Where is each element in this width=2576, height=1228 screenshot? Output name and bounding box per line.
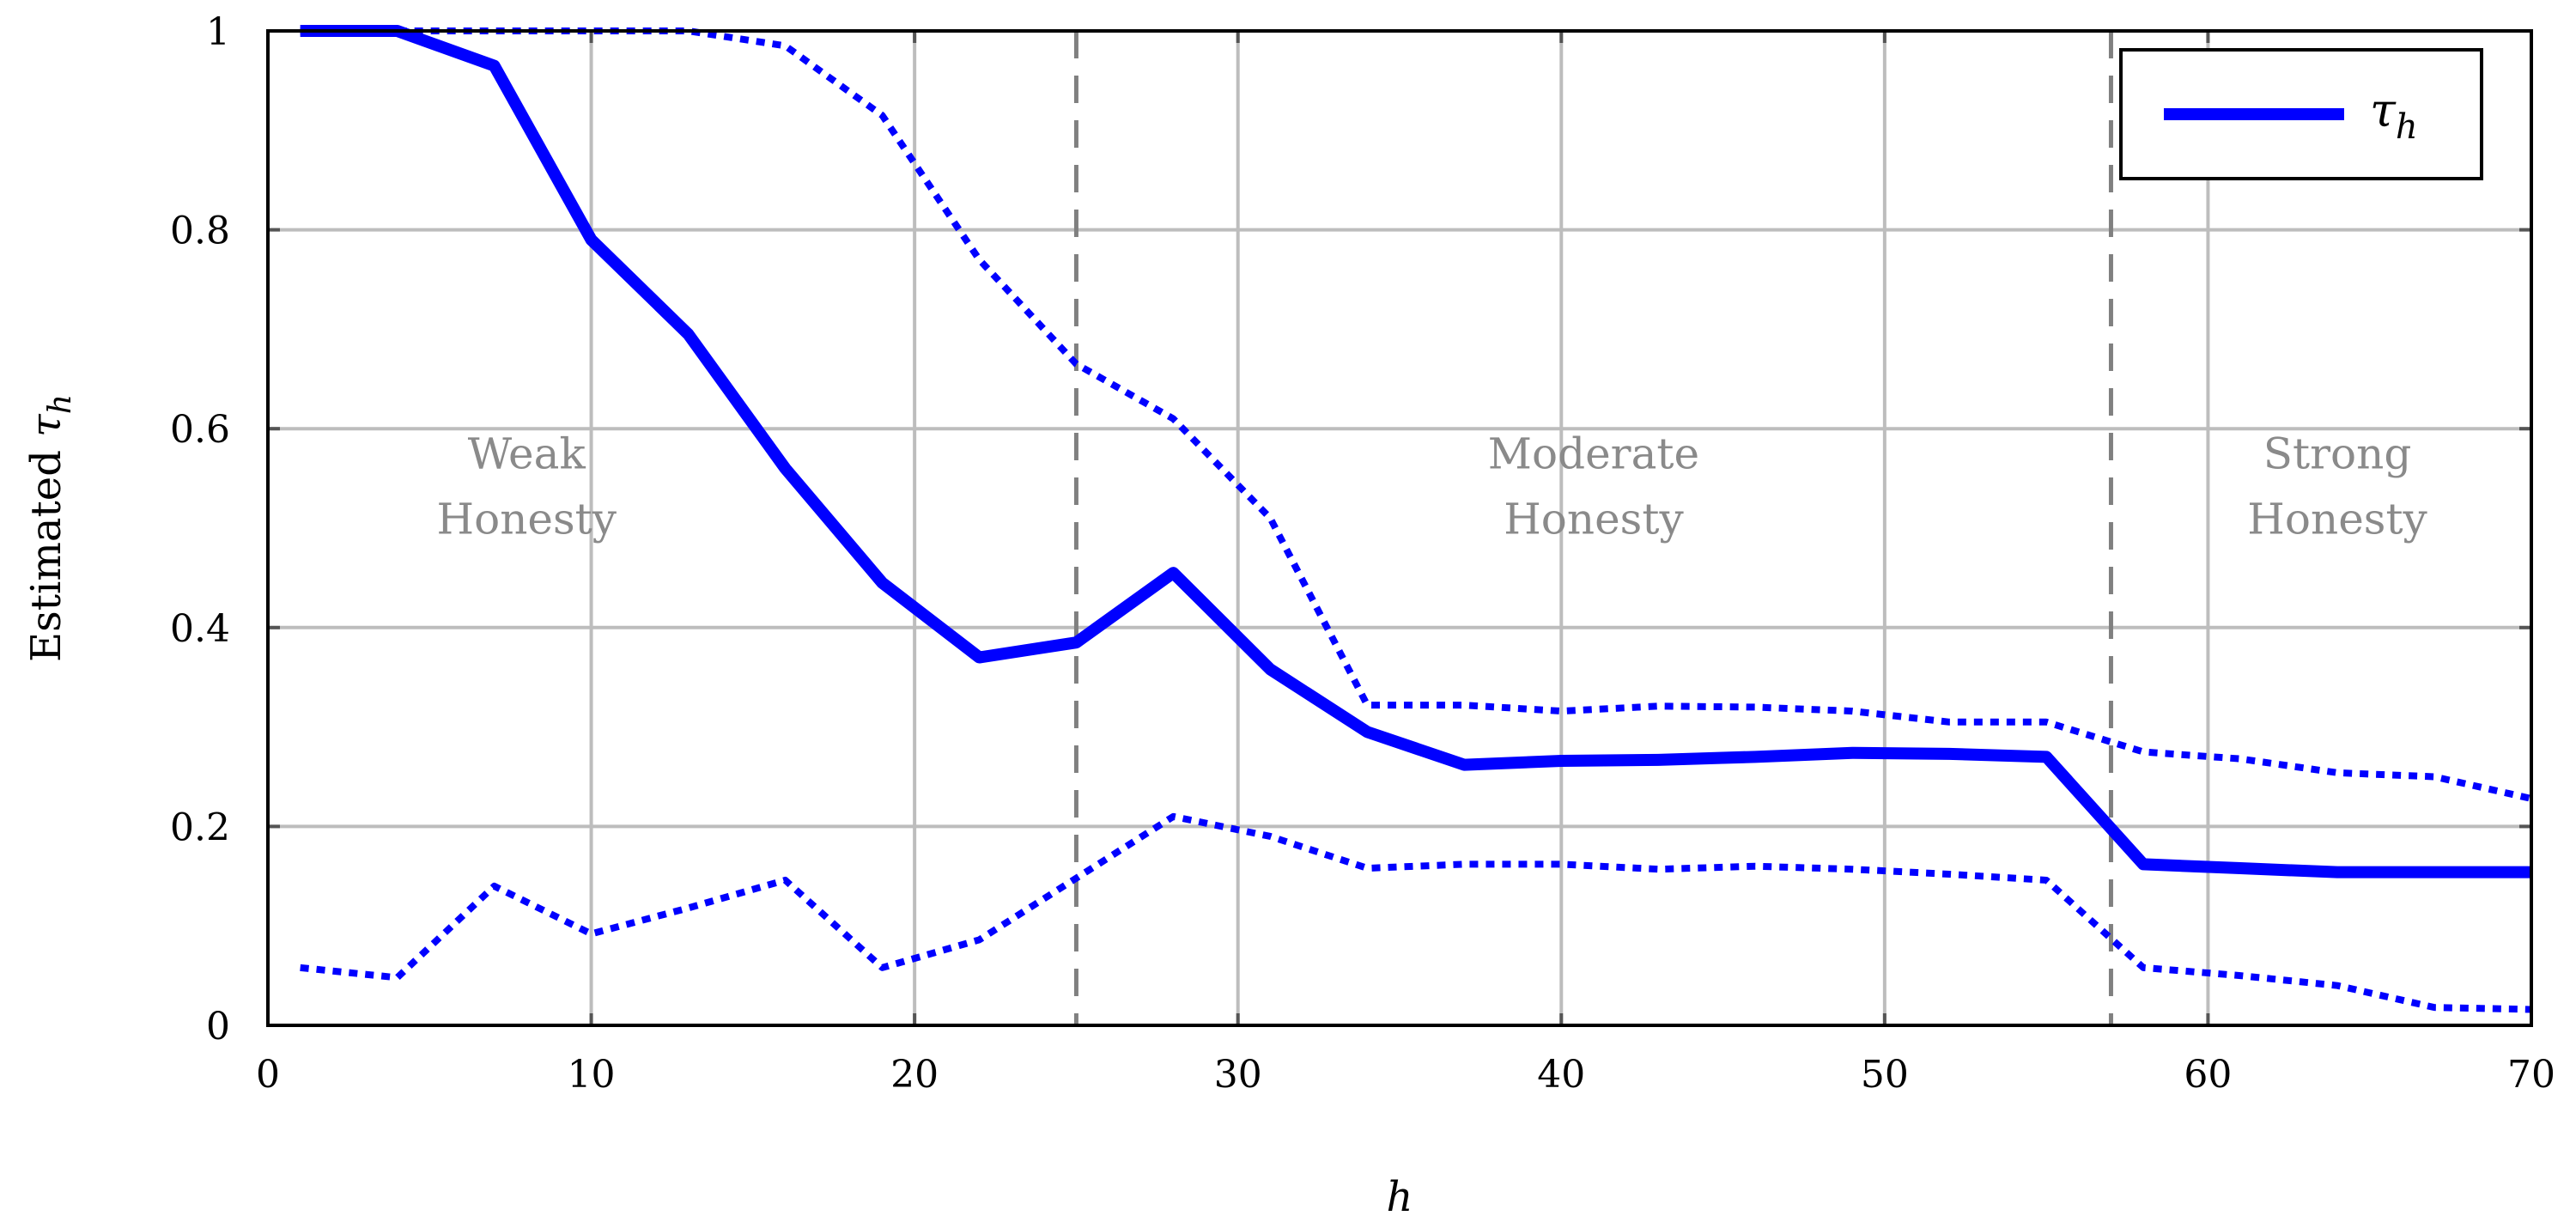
series-line-lower-bound <box>300 812 2532 1013</box>
legend-label: τh <box>2370 83 2418 147</box>
region-label: Moderate Honesty <box>1488 429 1699 544</box>
y-tick-label: 1 <box>206 10 230 54</box>
region-label-line1: Weak <box>468 429 586 479</box>
series <box>300 25 2532 1013</box>
y-tick-label: 0.6 <box>170 408 230 452</box>
region-dividers <box>1073 31 2113 1025</box>
x-tick-label: 10 <box>568 1053 616 1097</box>
x-tick-label: 30 <box>1214 1053 1262 1097</box>
tick-labels: 0 10 20 30 40 50 60 70 0 0.2 0.4 0.6 0.8 1 <box>170 10 2555 1097</box>
legend: τh <box>2119 48 2483 180</box>
region-label: Weak Honesty <box>437 429 617 544</box>
x-tick-label: 70 <box>2507 1053 2555 1097</box>
y-tick-label: 0.4 <box>170 607 230 651</box>
region-label-line2: Honesty <box>2247 495 2427 544</box>
y-tick-label: 0.2 <box>170 805 230 849</box>
y-tick-label: 0.8 <box>170 210 230 253</box>
region-label-line1: Strong <box>2263 429 2412 479</box>
region-labels: Weak Honesty Moderate Honesty Strong Honesty <box>437 429 2428 544</box>
grid <box>266 29 2533 1027</box>
region-label: Strong Honesty <box>2247 429 2427 544</box>
legend-symbol: τ <box>2370 83 2397 137</box>
x-tick-label: 20 <box>890 1053 939 1097</box>
series-line-tau <box>300 25 2531 878</box>
y-axis-title: Estimated τh <box>22 394 78 662</box>
y-tick-label: 0 <box>206 1005 230 1049</box>
x-tick-label: 50 <box>1861 1053 1909 1097</box>
region-label-line1: Moderate <box>1488 429 1699 479</box>
x-axis-title: h <box>1387 1173 1413 1221</box>
x-tick-label: 60 <box>2184 1053 2232 1097</box>
y-axis-title-symbol: τ <box>22 413 70 437</box>
x-tick-label: 0 <box>256 1053 280 1097</box>
legend-subscript: h <box>2396 107 2418 147</box>
plot-frame <box>266 29 2533 1027</box>
region-label-line2: Honesty <box>437 495 617 544</box>
y-axis-title-prefix: Estimated <box>22 437 70 662</box>
region-label-line2: Honesty <box>1504 495 1684 544</box>
x-tick-label: 40 <box>1537 1053 1585 1097</box>
y-axis-title-subscript: h <box>43 394 78 414</box>
